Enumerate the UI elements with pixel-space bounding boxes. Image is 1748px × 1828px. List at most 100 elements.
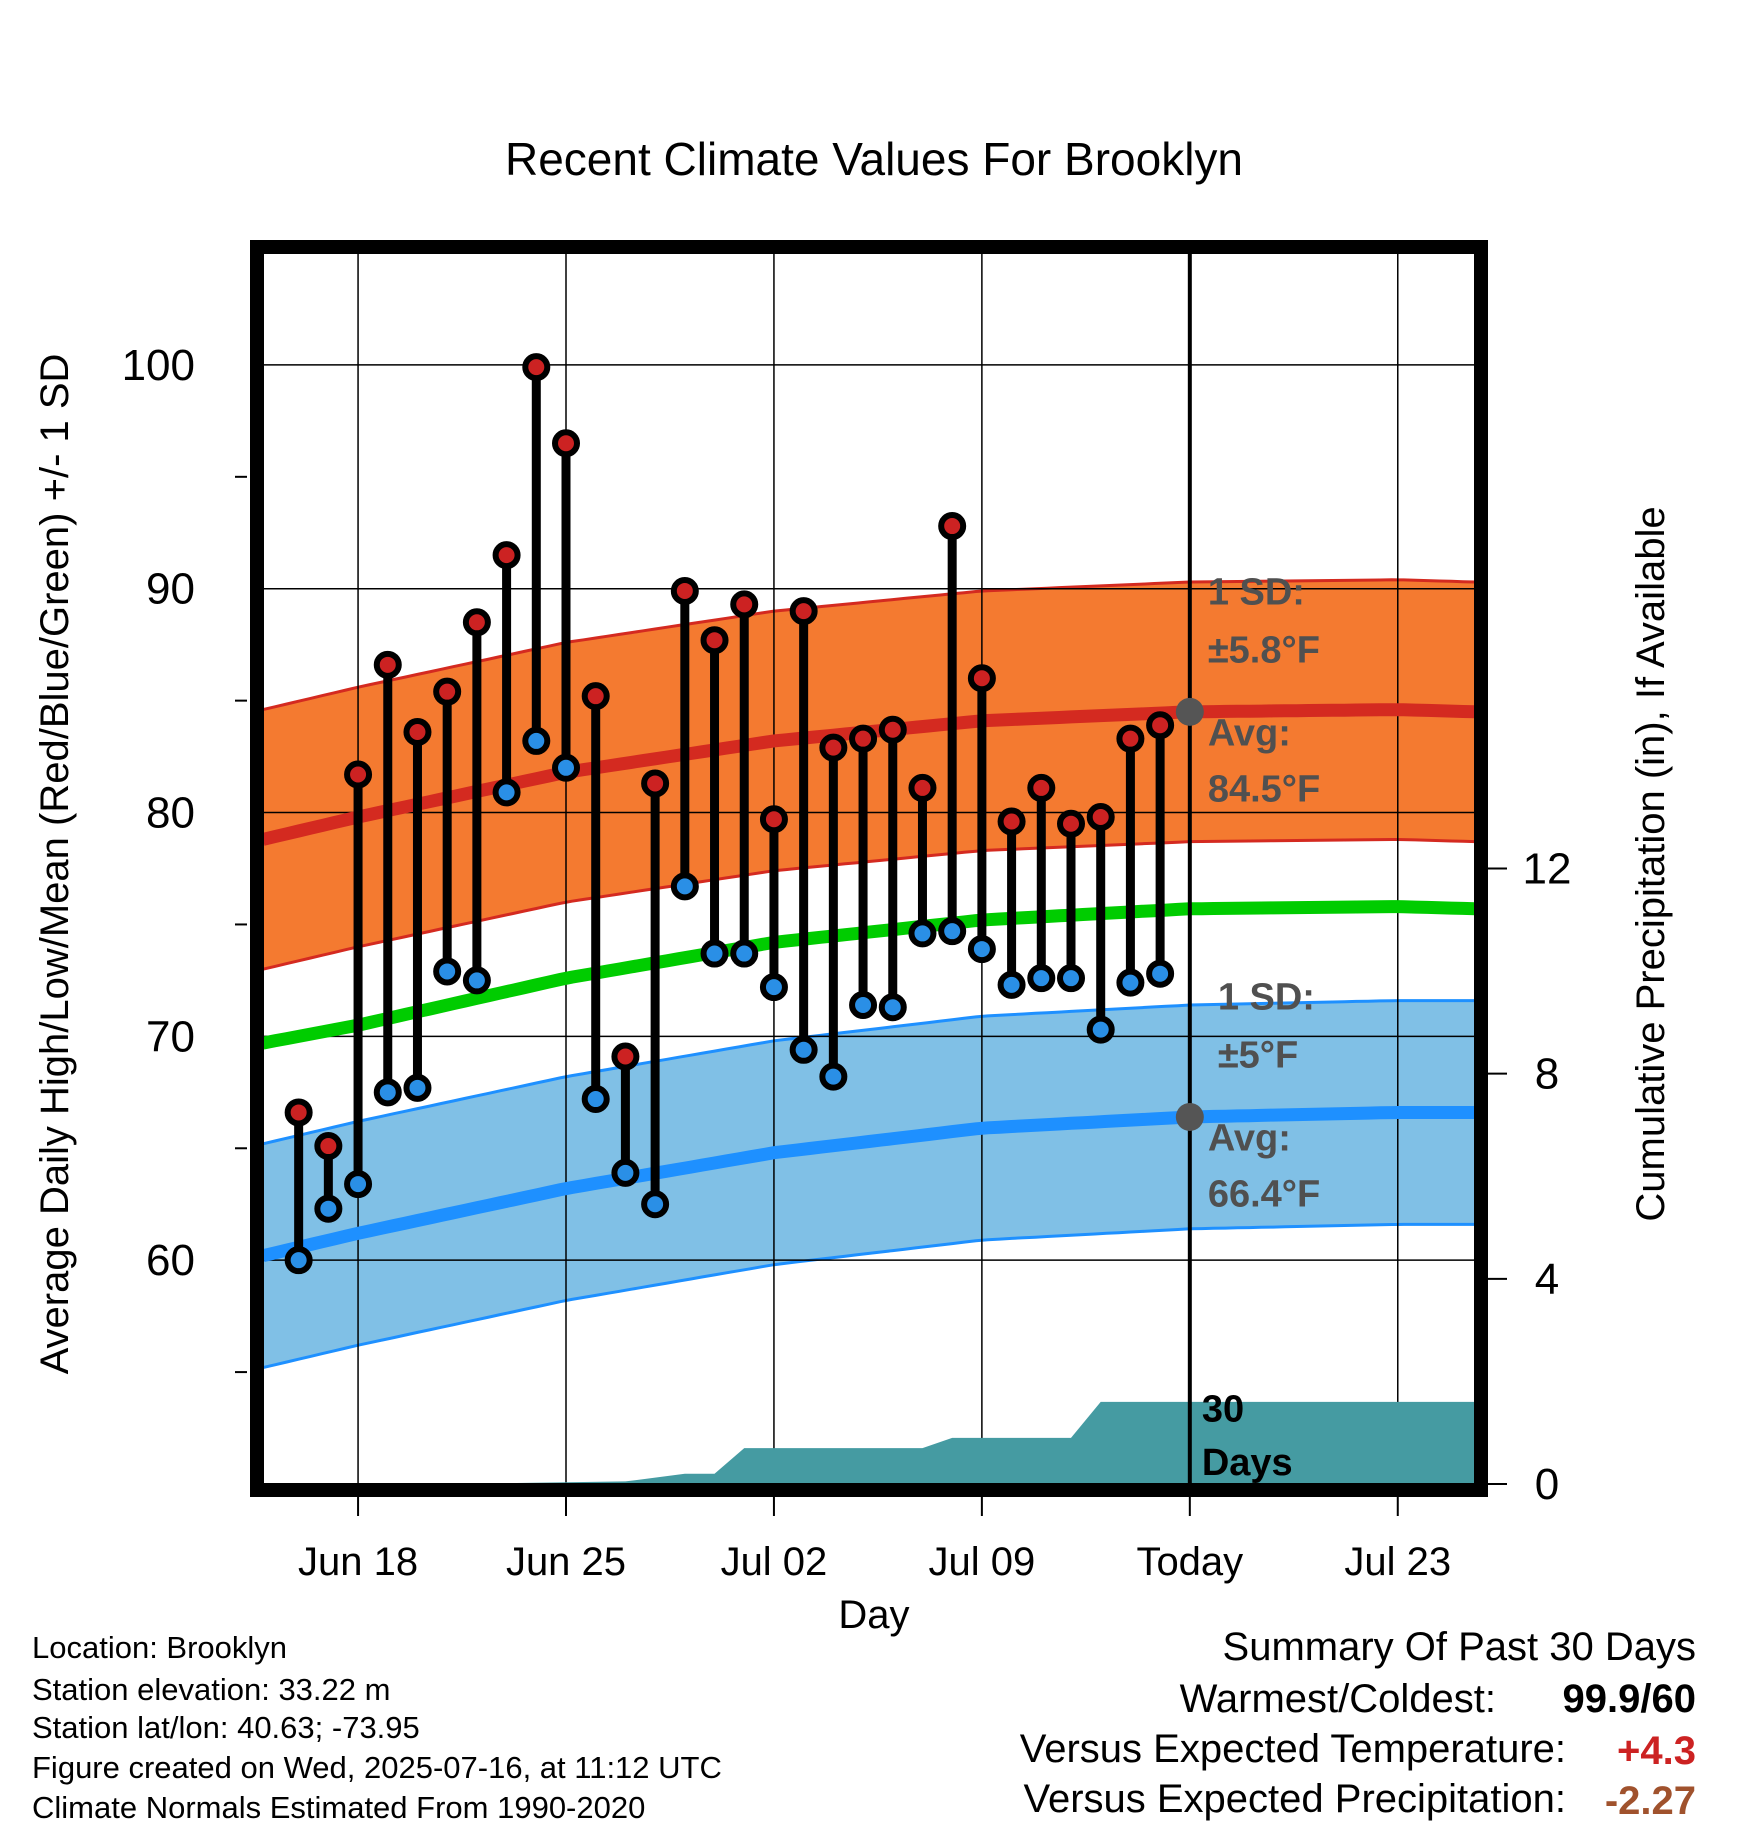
x-tick-label: Jun 18 [298, 1540, 418, 1584]
low-temp-point [819, 1062, 848, 1091]
today-window-label-line2: Days [1202, 1442, 1293, 1484]
summary-warm-cold-label: Warmest/Coldest: [1180, 1677, 1496, 1721]
low-temp-point [344, 1170, 373, 1199]
y2-tick-label: 0 [1535, 1460, 1559, 1509]
high-avg-annotation-line1: Avg: [1208, 712, 1291, 754]
high-temp-point [611, 1042, 640, 1071]
summary-temp-value: +4.3 [1617, 1729, 1696, 1773]
low-temp-point [849, 991, 878, 1020]
mean-mean-line [261, 900, 1476, 1050]
low-temp-point [433, 957, 462, 986]
high-temp-point [700, 626, 729, 655]
high-sd-annotation-line2: ±5.8°F [1208, 630, 1320, 672]
low-temp-point [878, 993, 907, 1022]
low-sd-lower-edge [262, 1222, 1475, 1370]
summary-precip-value: -2.27 [1605, 1779, 1696, 1823]
high-temp-point [522, 353, 551, 382]
high-avg-annotation-line2: 84.5°F [1208, 768, 1320, 810]
low-temp-point [1086, 1015, 1115, 1044]
high-temp-point [284, 1098, 313, 1127]
low-temp-point [670, 872, 699, 901]
low-temp-point [1116, 968, 1145, 997]
low-temp-point [1057, 964, 1085, 993]
high-temp-point [1027, 773, 1056, 802]
plot-frame [250, 240, 1488, 1497]
low-temp-point [700, 939, 729, 968]
y-axis-label: Average Daily High/Low/Mean (Red/Blue/Gr… [33, 354, 77, 1375]
high-temp-point [314, 1132, 343, 1161]
high-temp-point [344, 760, 373, 789]
footer-normals: Climate Normals Estimated From 1990-2020 [32, 1790, 645, 1825]
low-avg-annotation-line2: 66.4°F [1208, 1173, 1320, 1215]
footer-location: Location: Brooklyn [32, 1630, 287, 1665]
y-tick-label: 100 [122, 341, 195, 390]
today-high-avg-marker [1175, 697, 1204, 726]
high-temp-point [1057, 809, 1085, 838]
high-temp-point [492, 541, 521, 570]
x-tick-label: Jul 23 [1344, 1540, 1451, 1584]
x-tick-label: Today [1136, 1540, 1243, 1584]
footer-created: Figure created on Wed, 2025-07-16, at 11… [32, 1750, 722, 1785]
high-temp-point [819, 733, 848, 762]
low-temp-point [938, 917, 967, 946]
high-temp-point [581, 682, 610, 711]
y2-tick-label: 8 [1535, 1050, 1559, 1099]
low-temp-point [522, 726, 551, 755]
low-temp-point [967, 935, 996, 964]
x-tick-label: Jul 02 [721, 1540, 828, 1584]
low-temp-point [314, 1194, 343, 1223]
low-temp-point [403, 1073, 432, 1102]
high-temp-point [641, 769, 670, 798]
low-temp-point [759, 973, 788, 1002]
high-temp-point [433, 677, 462, 706]
high-temp-point [759, 805, 788, 834]
high-temp-point [670, 576, 699, 605]
summary-warm-cold-value: 99.9/60 [1563, 1677, 1696, 1721]
low-temp-point [997, 970, 1026, 999]
low-sd-annotation-line2: ±5°F [1218, 1035, 1298, 1077]
high-temp-point [938, 512, 967, 541]
y-tick-label: 90 [146, 565, 195, 614]
low-avg-annotation-line1: Avg: [1208, 1118, 1291, 1160]
low-temp-point [552, 753, 580, 782]
y-tick-label: 60 [146, 1236, 195, 1285]
footer-elevation: Station elevation: 33.22 m [32, 1672, 390, 1707]
y2-tick-label: 12 [1523, 845, 1572, 894]
low-temp-point [373, 1078, 402, 1107]
summary-precip-label: Versus Expected Precipitation: [1023, 1777, 1566, 1821]
low-temp-point [1146, 959, 1175, 988]
low-temp-point [730, 939, 759, 968]
x-axis-label: Day [838, 1593, 909, 1637]
high-temp-point [878, 715, 907, 744]
low-mean-line [261, 1106, 1475, 1263]
summary-title: Summary Of Past 30 Days [1223, 1625, 1696, 1669]
high-sd-upper-edge [262, 578, 1476, 712]
high-sd-lower-edge [262, 837, 1476, 971]
high-temp-point [997, 807, 1026, 836]
high-temp-point [1086, 803, 1115, 832]
low-temp-point [284, 1246, 313, 1275]
high-temp-point [967, 664, 996, 693]
x-tick-label: Jul 09 [929, 1540, 1036, 1584]
footer-latlon: Station lat/lon: 40.63; -73.95 [32, 1710, 420, 1745]
y-tick-label: 80 [146, 789, 195, 838]
high-temp-point [1116, 724, 1145, 753]
high-temp-point [849, 724, 878, 753]
low-temp-point [581, 1085, 610, 1114]
low-temp-point [462, 966, 491, 995]
y2-tick-label: 4 [1535, 1255, 1559, 1304]
y-tick-label: 70 [146, 1012, 195, 1061]
y2-axis-label: Cumulative Precipitation (in), If Availa… [1629, 506, 1673, 1221]
plot-area: 1 SD: ±5.8°F Avg: 84.5°F 1 SD: ±5°F Avg: 66.4°F… [122, 240, 1572, 1584]
low-temp-point [789, 1035, 818, 1064]
x-tick-label: Jun 25 [506, 1540, 626, 1584]
low-temp-point [641, 1190, 670, 1219]
today-low-avg-marker [1175, 1102, 1204, 1131]
high-temp-point [552, 429, 580, 458]
today-window-label-line1: 30 [1202, 1388, 1244, 1430]
chart-title: Recent Climate Values For Brooklyn [505, 133, 1243, 185]
high-temp-point [1146, 711, 1175, 740]
high-temp-point [403, 717, 432, 746]
low-sd-upper-edge [262, 999, 1475, 1146]
